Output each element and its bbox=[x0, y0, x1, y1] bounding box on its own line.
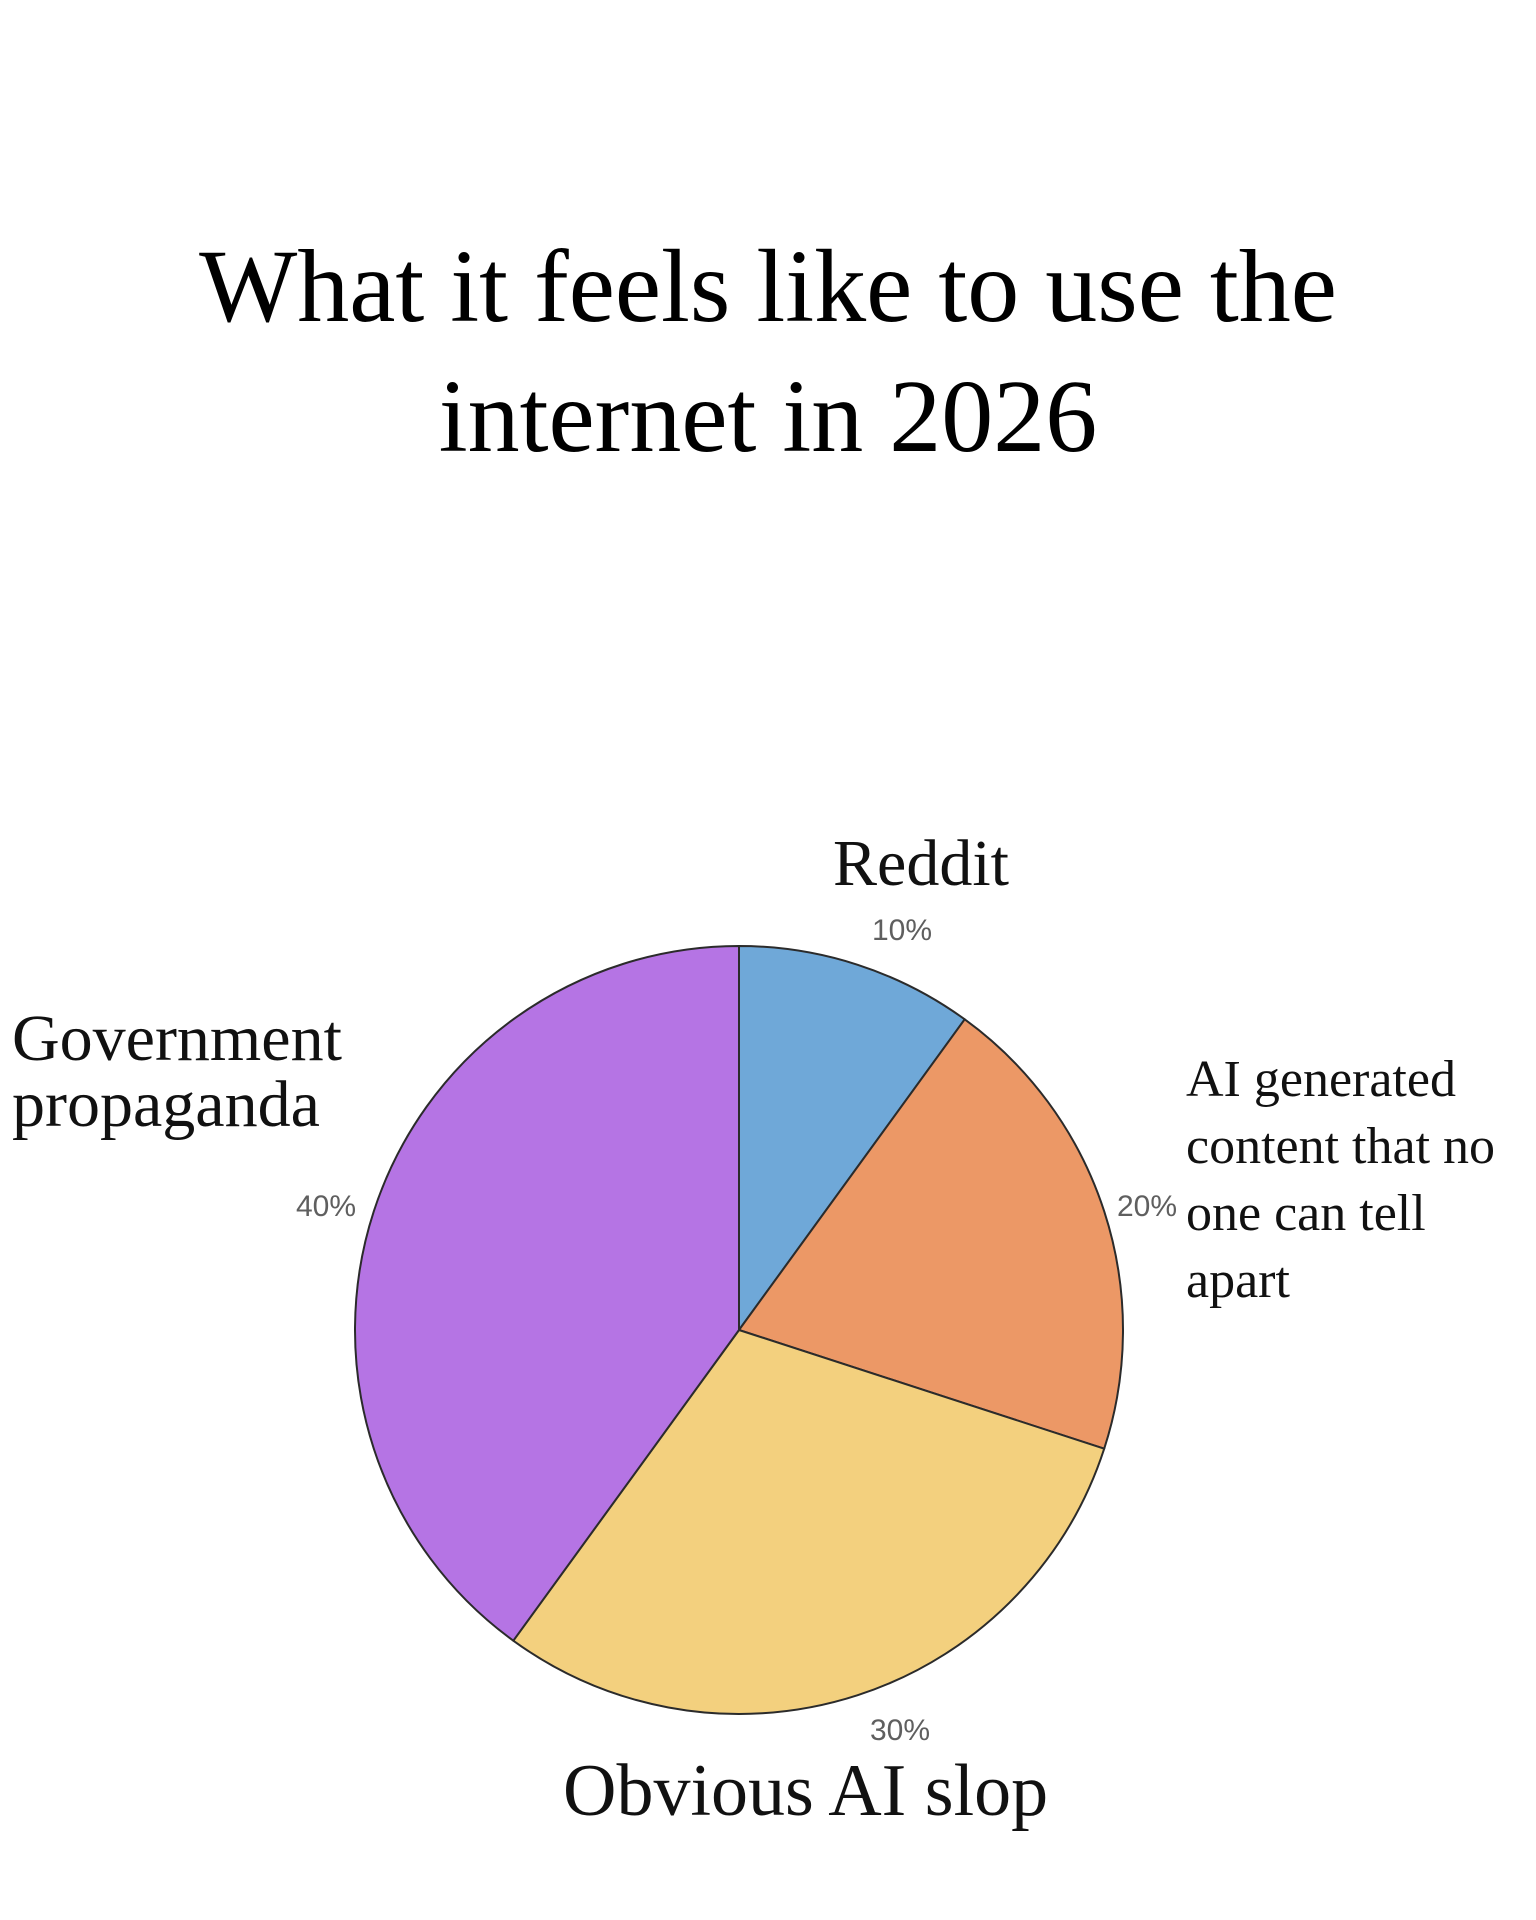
chart-title-line-2: internet in 2026 bbox=[438, 359, 1098, 474]
pie-slice-ai-generated-content-that-no-one-can-tell-apart bbox=[738, 1018, 1124, 1450]
slice-label-obvious-ai-slop: Obvious AI slop bbox=[563, 1746, 1048, 1836]
pie-percent-label-ai-generated-content-that-no-one-can-tell-apart: 20% bbox=[1117, 1190, 1177, 1223]
pie-slice-government-propaganda bbox=[354, 945, 740, 1642]
pie-percent-label-reddit: 10% bbox=[872, 914, 932, 947]
slice-label-ai-generated: AI generated content that no one can tel… bbox=[1186, 1046, 1495, 1314]
pie-percent-label-government-propaganda: 40% bbox=[296, 1190, 356, 1223]
slice-label-reddit-line-1: Reddit bbox=[833, 827, 1009, 900]
chart-title-line-1: What it feels like to use the bbox=[199, 229, 1337, 344]
slice-label-government-propaganda: Government propaganda bbox=[12, 1006, 342, 1138]
slice-label-ai-line-1: AI generated bbox=[1186, 1051, 1456, 1108]
pie-slice-reddit bbox=[738, 945, 966, 1331]
pie-percent-label-obvious-ai-slop: 30% bbox=[870, 1714, 930, 1747]
slice-label-ai-line-3: one can tell bbox=[1186, 1185, 1426, 1242]
chart-title: What it feels like to use the internet i… bbox=[0, 222, 1536, 482]
slice-label-ai-line-4: apart bbox=[1186, 1252, 1290, 1309]
slice-label-ai-line-2: content that no bbox=[1186, 1118, 1496, 1175]
pie-slice-obvious-ai-slop bbox=[512, 1329, 1106, 1716]
slice-label-slop-line-1: Obvious AI slop bbox=[563, 1750, 1049, 1832]
slice-label-gov-line-2: propaganda bbox=[12, 1068, 320, 1141]
slice-label-reddit: Reddit bbox=[833, 826, 1009, 902]
slice-label-gov-line-1: Government bbox=[12, 1002, 342, 1075]
